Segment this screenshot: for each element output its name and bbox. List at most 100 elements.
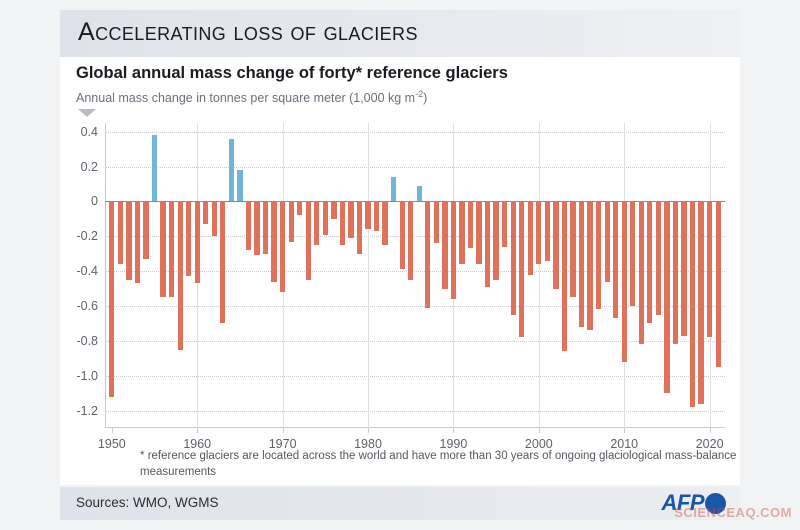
bar-1955 <box>151 135 158 202</box>
y-axis-tick-label: 0 <box>91 194 98 209</box>
bar-2015 <box>664 201 670 394</box>
bar-1964 <box>228 138 235 202</box>
bar-1998 <box>519 201 525 338</box>
x-axis-tick-label: 1960 <box>183 437 212 451</box>
bar-1995 <box>493 201 499 280</box>
bar-1991 <box>459 201 465 265</box>
x-axis-tick-label: 2020 <box>695 437 724 451</box>
bar-1974 <box>314 201 320 245</box>
bar-1983 <box>391 177 397 202</box>
bar-1973 <box>305 201 311 280</box>
gridline-horizontal <box>105 306 725 307</box>
chart-card: Global annual mass change of forty* refe… <box>60 57 740 485</box>
bar-2000 <box>536 201 542 265</box>
chart-subtitle: Global annual mass change of forty* refe… <box>76 64 508 82</box>
units-note-exponent: -2 <box>415 89 424 99</box>
bar-1969 <box>271 201 277 282</box>
title-band: Accelerating loss of glaciers <box>60 10 740 57</box>
footnote-text: reference glaciers are located across th… <box>140 450 737 478</box>
gridline-horizontal <box>105 131 725 133</box>
bar-2011 <box>630 201 636 306</box>
gridline-horizontal <box>105 236 725 238</box>
bar-1959 <box>186 201 192 277</box>
bar-2014 <box>655 201 662 315</box>
bar-1951 <box>117 201 123 265</box>
x-axis-tick-label: 2000 <box>524 437 553 451</box>
bar-1953 <box>134 201 141 284</box>
bar-2013 <box>647 201 653 324</box>
bar-1972 <box>297 201 303 216</box>
bar-1975 <box>322 201 328 235</box>
bar-1993 <box>476 201 482 265</box>
afp-logo: AFP <box>661 490 726 516</box>
page-title: Accelerating loss of glaciers <box>78 18 418 46</box>
source-band: Sources: WMO, WGMS AFP <box>60 487 740 520</box>
bar-1956 <box>160 201 166 298</box>
triangle-marker-icon <box>78 109 96 117</box>
bar-2021 <box>715 201 721 367</box>
bar-2001 <box>544 201 550 261</box>
source-label: Sources: WMO, WGMS <box>76 495 219 510</box>
x-axis-tick <box>453 428 455 433</box>
bar-1963 <box>220 201 226 324</box>
y-axis-tick-label: 0.2 <box>80 159 98 174</box>
bar-1978 <box>348 201 354 239</box>
bar-1984 <box>399 201 405 270</box>
bar-1979 <box>356 201 363 254</box>
bar-1985 <box>408 201 414 280</box>
bar-1950 <box>109 201 115 397</box>
bar-2006 <box>587 201 593 331</box>
bar-1999 <box>527 201 533 275</box>
zero-line <box>105 201 725 203</box>
x-axis-tick-label: 1970 <box>268 437 297 451</box>
x-axis-tick <box>282 428 284 433</box>
bar-1966 <box>245 201 252 251</box>
bar-2005 <box>578 201 585 327</box>
gridline-vertical <box>368 123 370 428</box>
x-axis-tick <box>197 428 199 433</box>
x-axis-tick-label: 1990 <box>439 437 468 451</box>
bar-1989 <box>442 201 448 289</box>
gridline-horizontal <box>105 410 725 412</box>
chart-units-note: Annual mass change in tonnes per square … <box>76 89 427 105</box>
bar-1982 <box>382 201 388 245</box>
footnote-asterisk: * <box>140 450 145 462</box>
units-note-suffix: ) <box>423 91 428 106</box>
bar-1960 <box>194 201 200 284</box>
bar-1994 <box>484 201 491 287</box>
y-axis-tick-label: 0.4 <box>80 124 98 139</box>
bar-chart-plot: 0.4 0.2 0 -0.2 -0.4 -0.6 -0.8 -1.0 -1.2 1950 1960 1… <box>76 123 725 451</box>
afp-wordmark: AFP <box>661 490 705 515</box>
x-axis-tick-label: 1980 <box>354 437 382 451</box>
gridline-vertical <box>538 123 540 428</box>
units-note-prefix: Annual mass change in tonnes per square … <box>76 91 416 106</box>
gridline-horizontal <box>105 166 725 168</box>
bar-1992 <box>467 201 474 249</box>
bar-1958 <box>177 201 183 350</box>
x-axis-tick-label: 2010 <box>610 437 639 451</box>
x-axis-tick <box>111 428 113 433</box>
bar-2003 <box>561 201 568 352</box>
bar-1980 <box>365 201 371 230</box>
bar-1988 <box>433 201 439 244</box>
site-watermark: SCIENCEAQ.COM <box>674 505 792 520</box>
bar-1970 <box>279 201 286 293</box>
bar-2020 <box>706 201 713 338</box>
x-axis-tick-label: 1950 <box>97 437 126 451</box>
x-axis-tick <box>709 428 711 433</box>
bar-2017 <box>681 201 687 336</box>
y-axis-tick-label: -0.4 <box>76 264 98 279</box>
bar-1961 <box>203 201 209 225</box>
bar-2019 <box>698 201 704 404</box>
bar-2009 <box>613 201 619 319</box>
bar-1976 <box>331 201 337 219</box>
gridline-horizontal <box>105 375 725 377</box>
bar-2012 <box>638 201 644 345</box>
y-axis-tick-label: -0.6 <box>76 299 98 313</box>
bar-1952 <box>126 201 132 280</box>
bar-1965 <box>237 170 243 202</box>
x-axis-line <box>105 427 725 428</box>
bar-2018 <box>689 201 696 408</box>
bar-1987 <box>425 201 431 308</box>
